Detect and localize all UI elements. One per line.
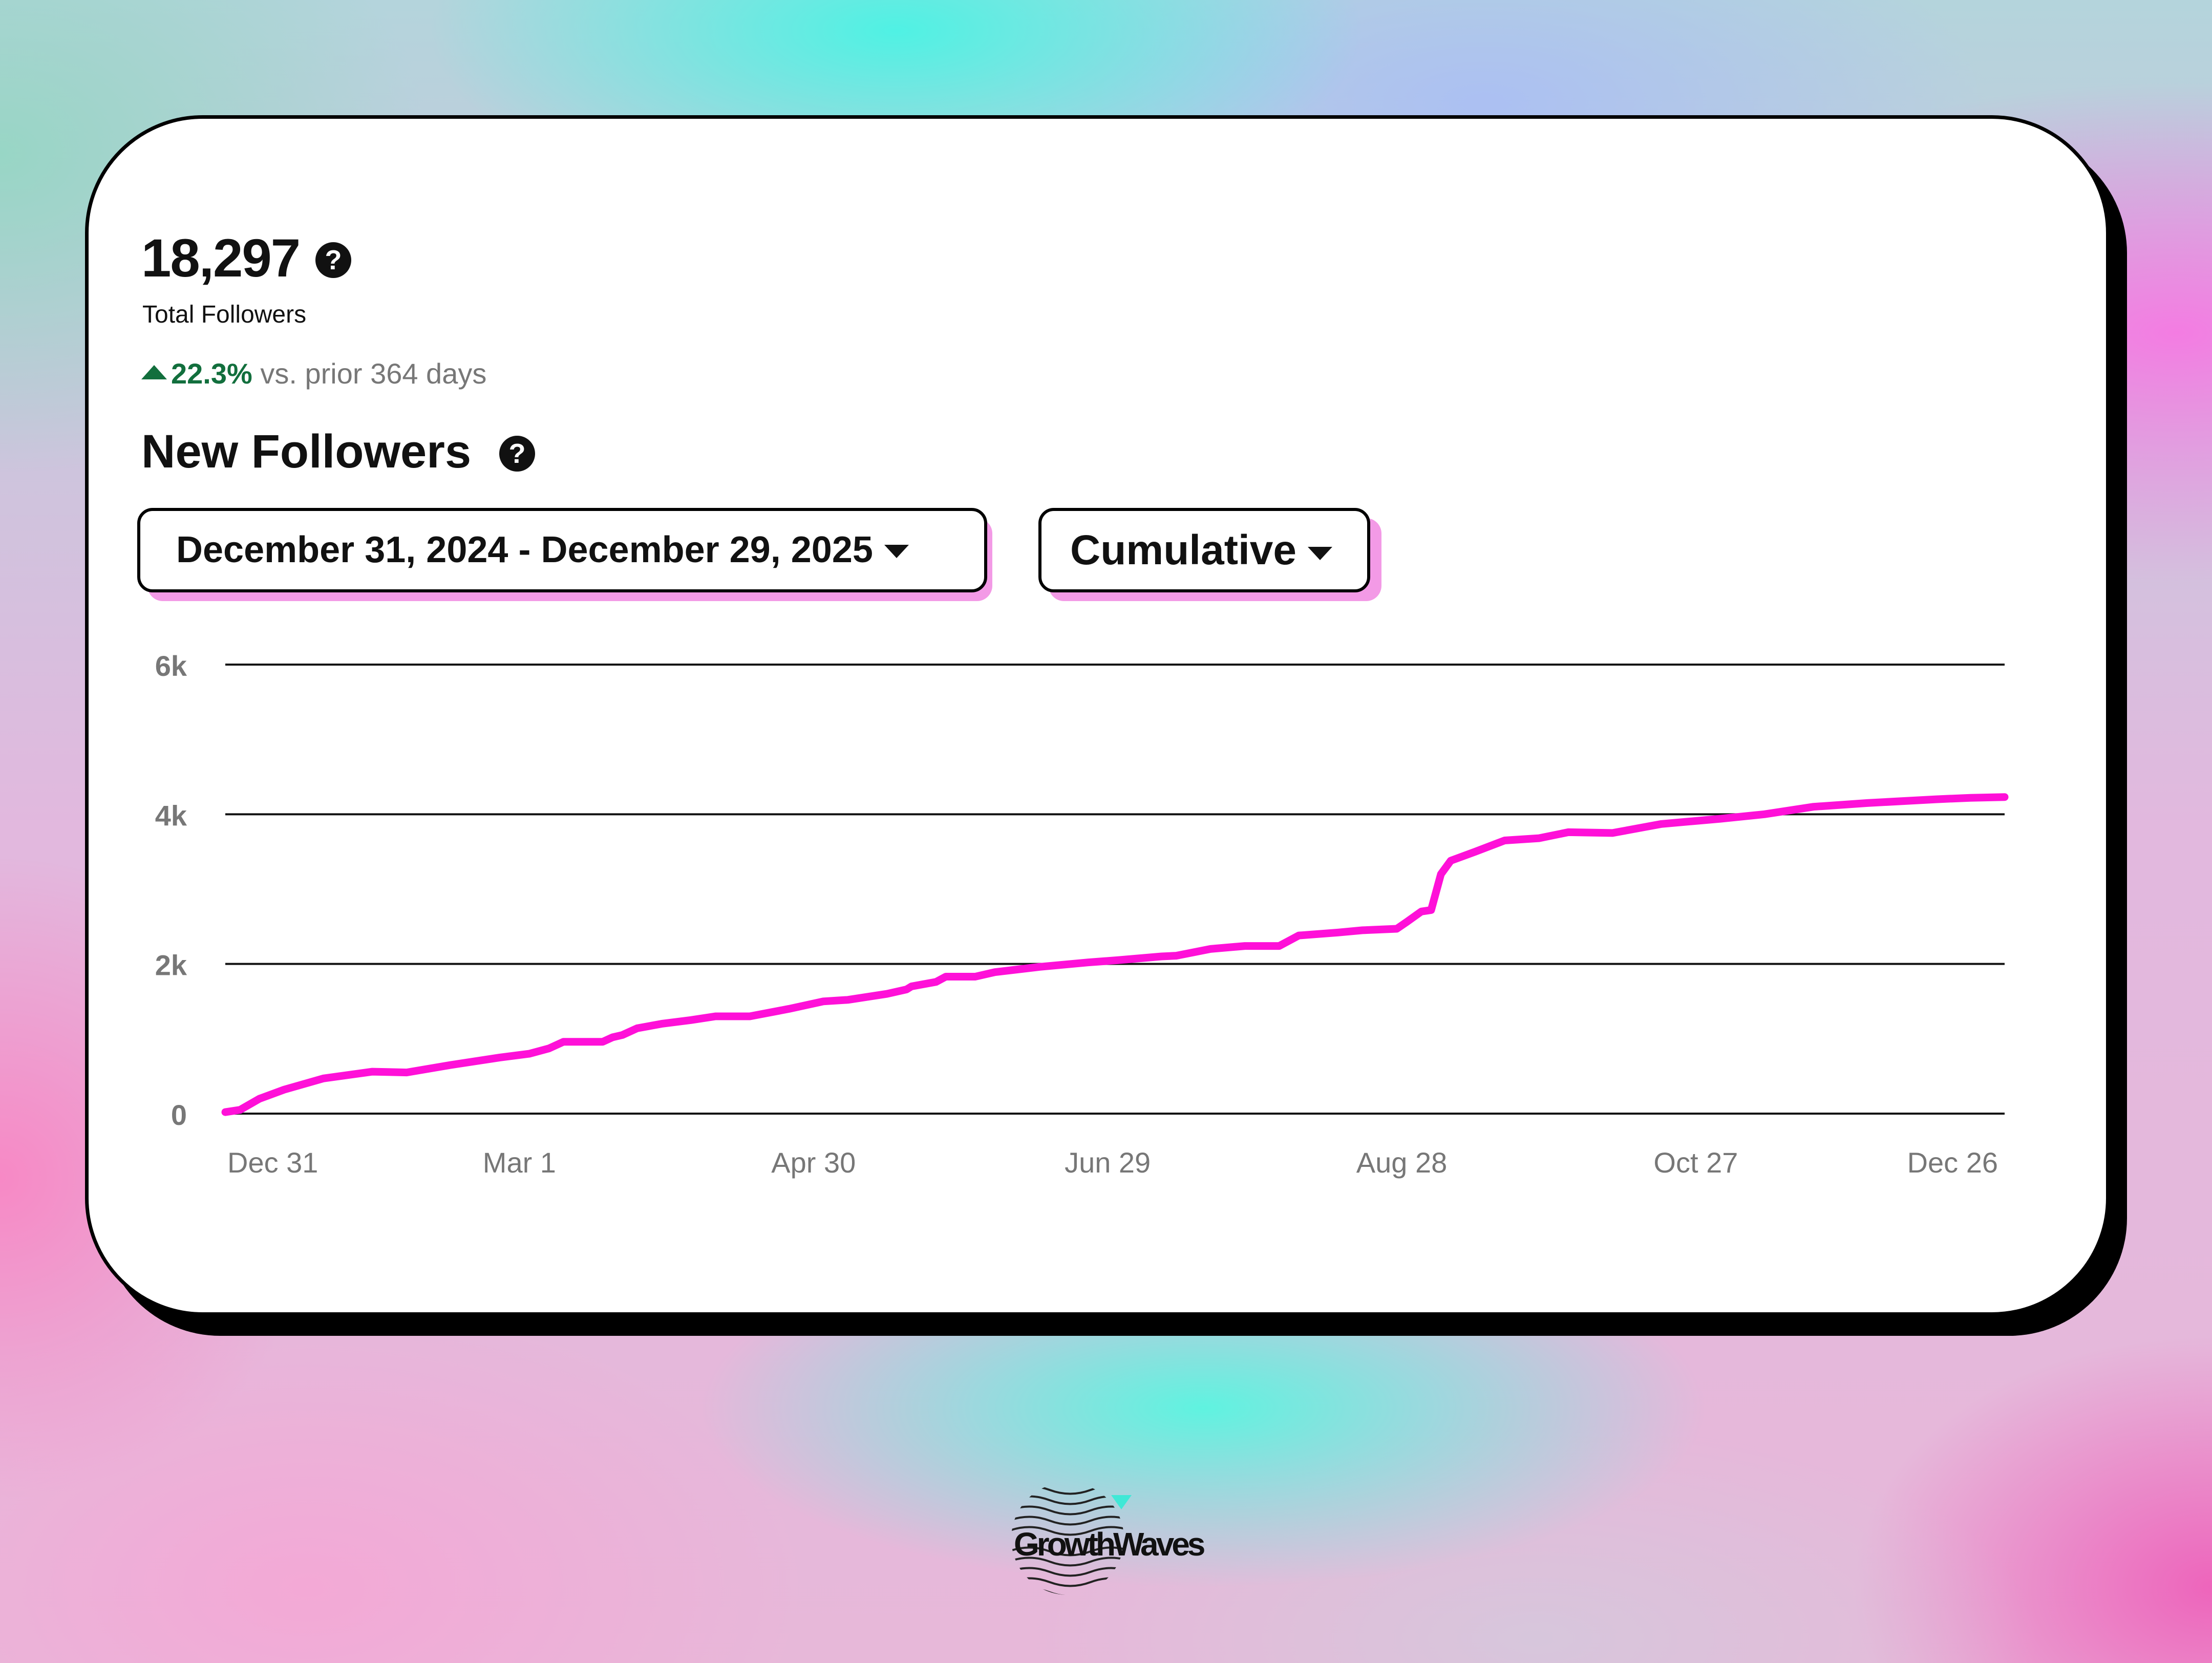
y-tick-label: 0 — [171, 1099, 187, 1131]
series-line — [221, 793, 2009, 1116]
section-title: New Followers — [141, 425, 472, 478]
y-tick-label: 4k — [155, 799, 187, 832]
change-comparison-text: vs. prior 364 days — [260, 357, 487, 390]
date-range-dropdown[interactable]: December 31, 2024 - December 29, 2025 — [137, 508, 987, 592]
mode-label: Cumulative — [1070, 527, 1296, 573]
y-tick-label: 6k — [155, 650, 187, 682]
analytics-card — [85, 115, 2110, 1316]
triangle-icon — [1111, 1495, 1132, 1509]
change-percent: 22.3% — [171, 357, 252, 390]
mode-dropdown[interactable]: Cumulative — [1038, 508, 1370, 592]
chevron-down-icon — [1308, 547, 1332, 560]
x-tick-label: Jun 29 — [1065, 1146, 1151, 1179]
change-row: 22.3% vs. prior 364 days — [141, 356, 486, 392]
x-tick-label: Aug 28 — [1356, 1146, 1448, 1179]
date-range-dropdown-wrap: December 31, 2024 - December 29, 2025 — [137, 508, 992, 601]
brand-logo: GrowthWaves — [1009, 1480, 1214, 1597]
logo-text: GrowthWaves — [1014, 1526, 1205, 1563]
chevron-down-icon — [884, 545, 909, 558]
help-icon[interactable]: ? — [499, 436, 535, 472]
x-tick-label: Dec 31 — [227, 1146, 318, 1179]
total-followers-label: Total Followers — [142, 301, 307, 328]
x-tick-label: Mar 1 — [483, 1146, 556, 1179]
date-range-label: December 31, 2024 - December 29, 2025 — [176, 529, 873, 570]
y-tick-label: 2k — [155, 949, 187, 982]
help-icon[interactable]: ? — [315, 242, 351, 278]
mode-dropdown-wrap: Cumulative — [1038, 508, 1381, 601]
arrow-up-icon — [141, 365, 167, 379]
x-tick-label: Dec 26 — [1907, 1146, 1998, 1179]
waves-logo-icon — [1011, 1485, 1132, 1595]
total-followers-value: 18,297 — [141, 228, 301, 288]
x-tick-label: Apr 30 — [771, 1146, 856, 1179]
x-tick-label: Oct 27 — [1653, 1146, 1738, 1179]
